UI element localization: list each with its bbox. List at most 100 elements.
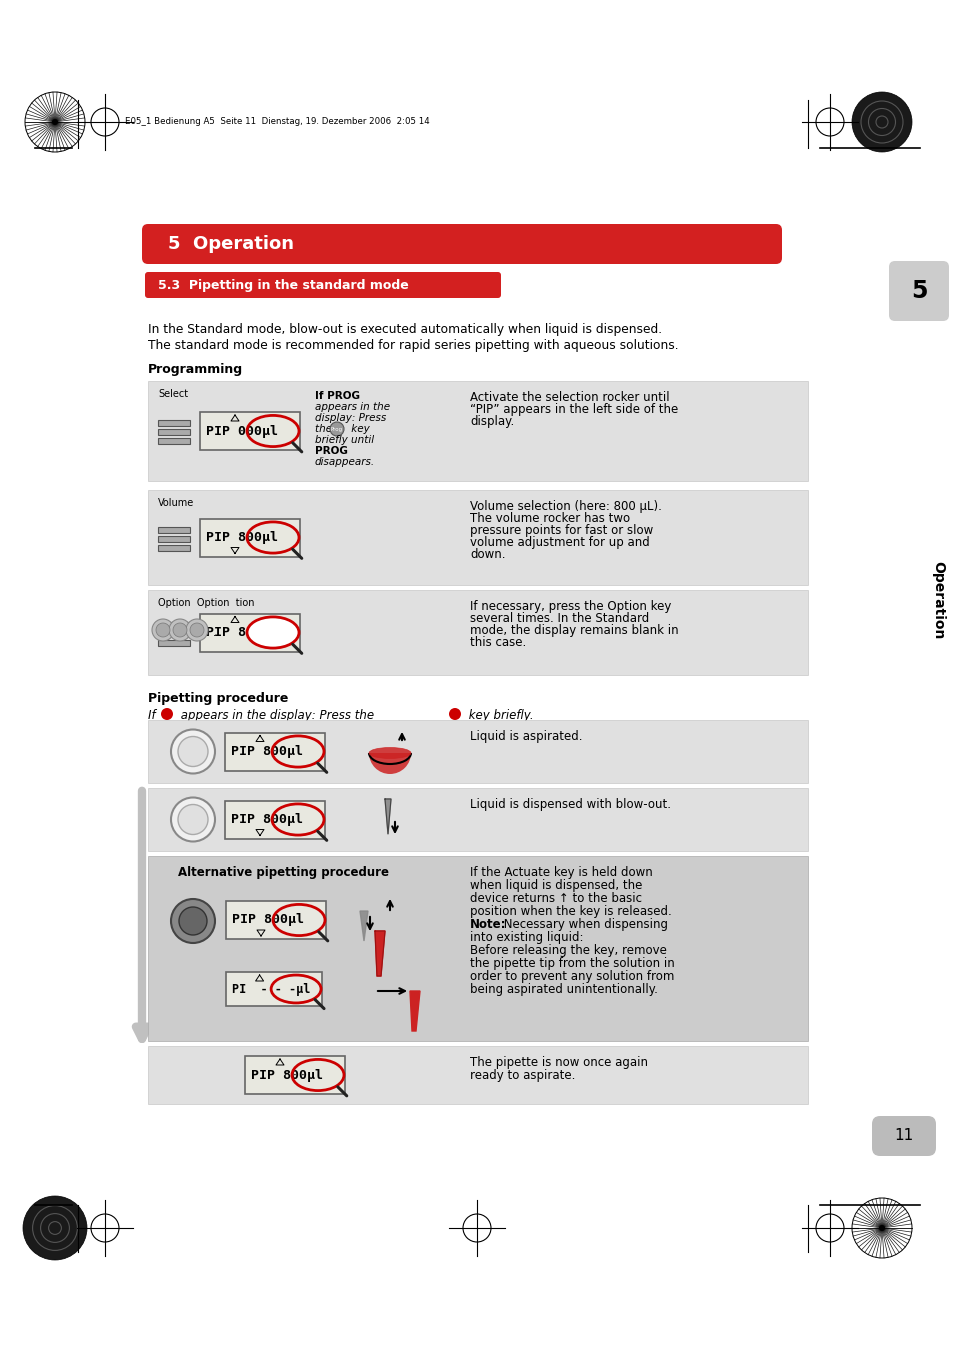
- Text: ...: ...: [213, 627, 222, 638]
- Text: PIP 800: PIP 800: [206, 626, 262, 639]
- FancyBboxPatch shape: [142, 224, 781, 263]
- Text: disappears.: disappears.: [314, 457, 375, 467]
- Bar: [200, 412, 299, 450]
- Text: when liquid is dispensed, the: when liquid is dispensed, the: [470, 880, 641, 892]
- Text: several times. In the Standard: several times. In the Standard: [470, 612, 649, 626]
- Circle shape: [172, 623, 187, 638]
- Circle shape: [171, 730, 214, 774]
- Circle shape: [178, 804, 208, 835]
- Text: Activate the selection rocker until: Activate the selection rocker until: [470, 390, 669, 404]
- Text: E05_1 Bedienung A5  Seite 11  Dienstag, 19. Dezember 2006  2:05 14: E05_1 Bedienung A5 Seite 11 Dienstag, 19…: [125, 118, 429, 127]
- Text: PIP 800μl: PIP 800μl: [231, 813, 303, 825]
- Bar: [148, 788, 807, 851]
- FancyBboxPatch shape: [145, 272, 500, 299]
- Circle shape: [330, 422, 344, 436]
- Circle shape: [186, 619, 208, 640]
- Bar: [148, 590, 807, 676]
- Text: display.: display.: [470, 415, 514, 428]
- Text: The volume rocker has two: The volume rocker has two: [470, 512, 630, 526]
- Bar: [226, 971, 322, 1006]
- Bar: [225, 732, 325, 770]
- Text: Prog: Prog: [331, 427, 343, 431]
- Circle shape: [878, 1225, 884, 1231]
- Bar: [225, 801, 325, 839]
- FancyBboxPatch shape: [871, 1116, 935, 1156]
- Circle shape: [161, 708, 172, 720]
- Text: PIP 800μl: PIP 800μl: [232, 913, 304, 927]
- Bar: [148, 381, 807, 481]
- Text: If necessary, press the Option key: If necessary, press the Option key: [470, 600, 671, 613]
- Text: key briefly.: key briefly.: [464, 709, 533, 721]
- Text: device returns ↑ to the basic: device returns ↑ to the basic: [470, 892, 641, 905]
- Text: Before releasing the key, remove: Before releasing the key, remove: [470, 944, 666, 957]
- Text: display: Press: display: Press: [314, 413, 386, 423]
- Text: order to prevent any solution from: order to prevent any solution from: [470, 970, 674, 984]
- Text: Liquid is aspirated.: Liquid is aspirated.: [470, 730, 582, 743]
- Text: being aspirated unintentionally.: being aspirated unintentionally.: [470, 984, 658, 996]
- Bar: [148, 490, 807, 585]
- Text: ready to aspirate.: ready to aspirate.: [470, 1069, 575, 1082]
- Text: Note:: Note:: [470, 917, 506, 931]
- Circle shape: [449, 708, 460, 720]
- Circle shape: [179, 907, 207, 935]
- Circle shape: [52, 119, 58, 126]
- Text: pressure points for fast or slow: pressure points for fast or slow: [470, 524, 653, 536]
- Bar: [158, 438, 190, 444]
- Bar: [148, 1046, 807, 1104]
- Circle shape: [156, 623, 170, 638]
- Circle shape: [178, 736, 208, 766]
- Text: Pipetting procedure: Pipetting procedure: [148, 692, 288, 705]
- Bar: [200, 519, 299, 557]
- Bar: [245, 1056, 345, 1094]
- Text: 5  Operation: 5 Operation: [168, 235, 294, 253]
- Wedge shape: [369, 753, 411, 774]
- Text: 5.3  Pipetting in the standard mode: 5.3 Pipetting in the standard mode: [158, 278, 408, 292]
- Text: into existing liquid:: into existing liquid:: [470, 931, 583, 944]
- Bar: [158, 420, 190, 426]
- Text: Volume selection (here: 800 μL).: Volume selection (here: 800 μL).: [470, 500, 661, 513]
- Text: Programming: Programming: [148, 363, 243, 376]
- Ellipse shape: [369, 747, 411, 758]
- Text: PROG: PROG: [314, 446, 348, 457]
- Text: The standard mode is recommended for rapid series pipetting with aqueous solutio: The standard mode is recommended for rap…: [148, 339, 678, 353]
- Text: the: the: [314, 424, 335, 434]
- Circle shape: [152, 619, 173, 640]
- Circle shape: [190, 623, 204, 638]
- Text: appears in the display: Press the: appears in the display: Press the: [177, 709, 377, 721]
- Text: PIP 800μl: PIP 800μl: [206, 531, 277, 544]
- Text: this case.: this case.: [470, 636, 526, 648]
- Text: mode, the display remains blank in: mode, the display remains blank in: [470, 624, 678, 638]
- Polygon shape: [359, 911, 368, 942]
- Text: If the Actuate key is held down: If the Actuate key is held down: [470, 866, 652, 880]
- Bar: [158, 621, 190, 627]
- Text: If: If: [148, 709, 159, 721]
- Text: 11: 11: [893, 1128, 913, 1143]
- Ellipse shape: [247, 617, 298, 648]
- Text: “PIP” appears in the left side of the: “PIP” appears in the left side of the: [470, 403, 678, 416]
- Text: PIP 000μl: PIP 000μl: [206, 424, 277, 438]
- Text: PIP 800μl: PIP 800μl: [251, 1069, 323, 1082]
- FancyBboxPatch shape: [888, 261, 948, 322]
- Text: 5: 5: [910, 280, 926, 303]
- Bar: [158, 535, 190, 542]
- Bar: [148, 720, 807, 784]
- Text: briefly until: briefly until: [314, 435, 374, 444]
- Bar: [158, 544, 190, 550]
- Text: key: key: [348, 424, 370, 434]
- Polygon shape: [410, 992, 419, 1031]
- Text: the pipette tip from the solution in: the pipette tip from the solution in: [470, 957, 674, 970]
- Text: volume adjustment for up and: volume adjustment for up and: [470, 536, 649, 549]
- Text: PI  - - -μl: PI - - -μl: [232, 982, 310, 996]
- Bar: [158, 631, 190, 636]
- Circle shape: [171, 797, 214, 842]
- Text: down.: down.: [470, 549, 505, 561]
- Text: Option  Option  tion: Option Option tion: [158, 598, 254, 608]
- Polygon shape: [385, 798, 391, 834]
- Circle shape: [23, 1196, 87, 1260]
- Circle shape: [169, 619, 191, 640]
- Text: Liquid is dispensed with blow-out.: Liquid is dispensed with blow-out.: [470, 798, 670, 811]
- Bar: [158, 430, 190, 435]
- Text: Volume: Volume: [158, 499, 194, 508]
- Circle shape: [851, 92, 911, 153]
- Polygon shape: [375, 931, 385, 975]
